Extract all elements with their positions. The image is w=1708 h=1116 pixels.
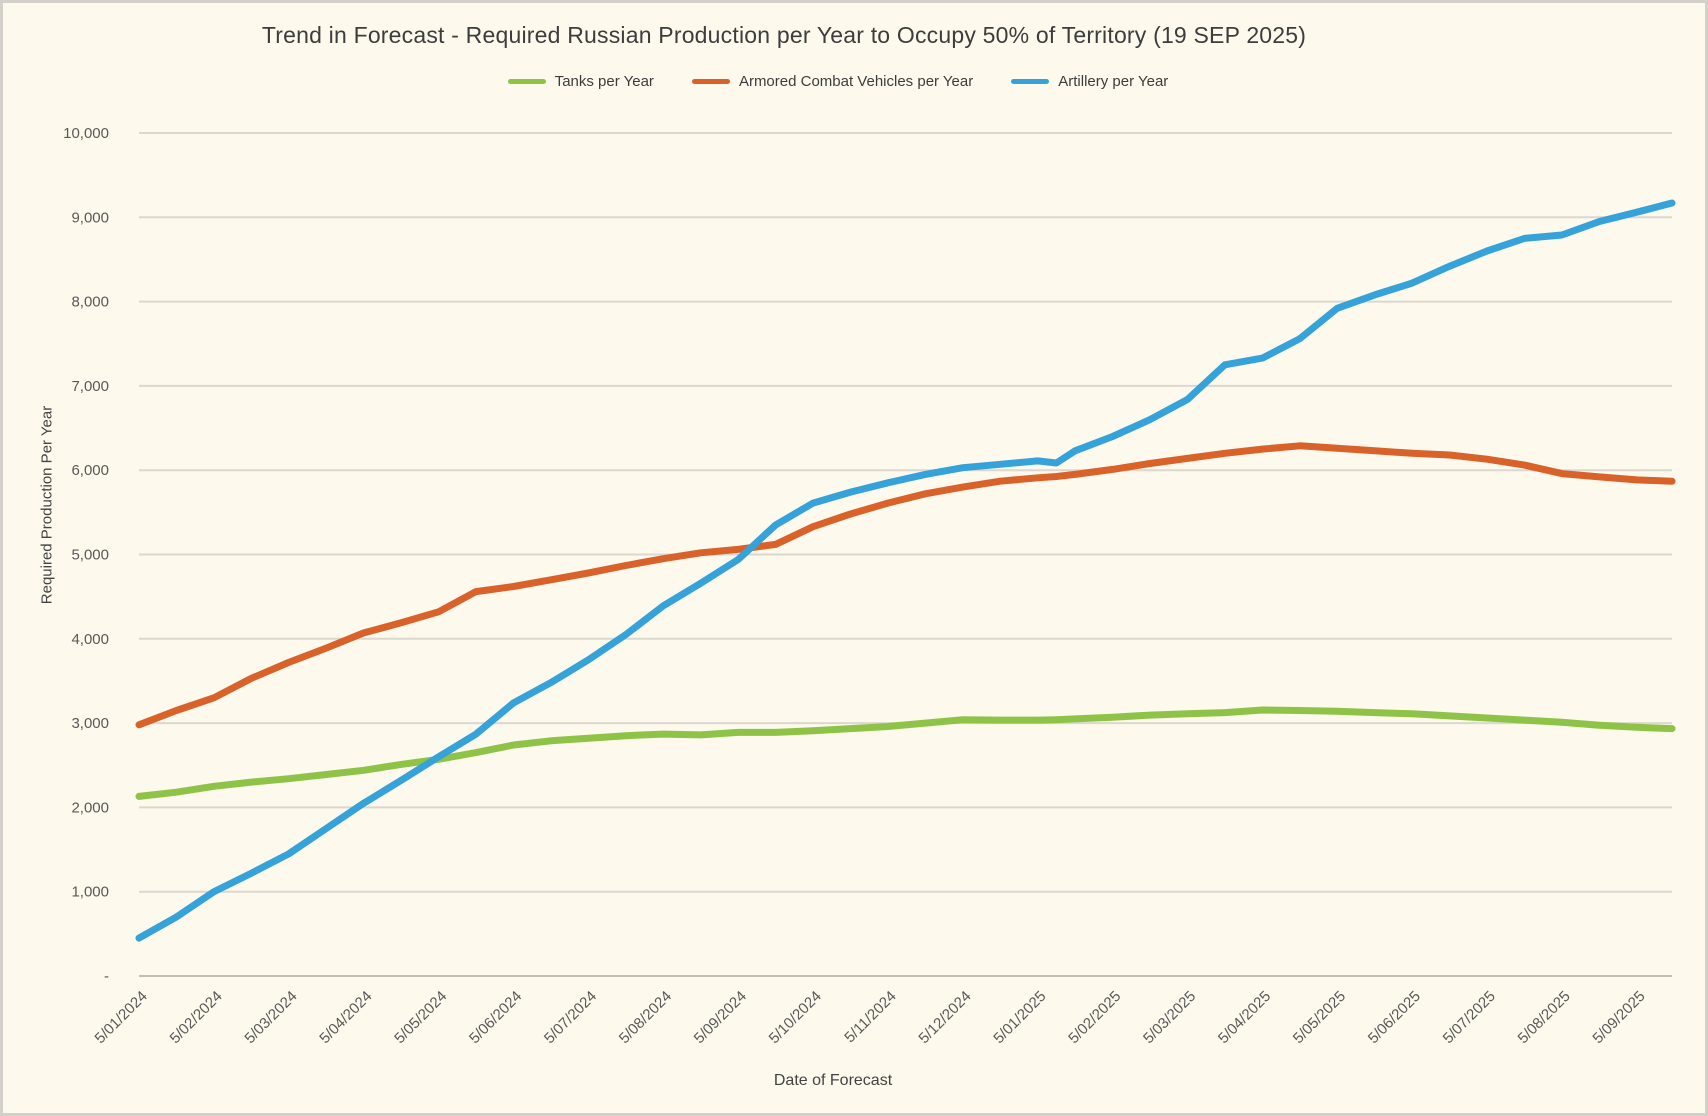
- y-tick-label: 3,000: [71, 715, 109, 732]
- x-tick-label: 5/03/2024: [241, 988, 300, 1047]
- y-tick-label: 7,000: [71, 378, 109, 395]
- x-tick-label: 5/09/2024: [691, 988, 750, 1047]
- x-tick-label: 5/02/2025: [1065, 988, 1124, 1047]
- legend-label-tanks: Tanks per Year: [554, 73, 654, 90]
- x-tick-label: 5/10/2024: [766, 988, 825, 1047]
- x-tick-label: 5/05/2025: [1290, 988, 1349, 1047]
- x-tick-label: 5/05/2024: [391, 988, 450, 1047]
- y-tick-label: 10,000: [63, 125, 109, 142]
- legend-label-acv: Armored Combat Vehicles per Year: [738, 73, 974, 90]
- legend: Tanks per Year Armored Combat Vehicles p…: [3, 73, 1673, 90]
- legend-item-acv: Armored Combat Vehicles per Year: [691, 73, 974, 90]
- y-tick-label: 1,000: [71, 884, 109, 901]
- x-tick-label: 5/03/2025: [1140, 988, 1199, 1047]
- x-tick-label: 5/04/2025: [1215, 988, 1274, 1047]
- x-tick-label: 5/01/2025: [990, 988, 1049, 1047]
- x-tick-label: 5/09/2025: [1589, 988, 1648, 1047]
- page-title: Trend in Forecast - Required Russian Pro…: [261, 22, 1307, 48]
- y-tick-label: 2,000: [71, 799, 109, 816]
- x-tick-label: 5/11/2024: [841, 988, 899, 1046]
- x-tick-label: 5/07/2025: [1440, 988, 1499, 1047]
- x-tick-label: 5/06/2025: [1365, 988, 1424, 1047]
- y-tick-label: 4,000: [71, 631, 109, 648]
- x-tick-label: 5/12/2024: [915, 988, 974, 1047]
- x-tick-label: 5/02/2024: [167, 988, 226, 1047]
- x-tick-label: 5/04/2024: [316, 988, 375, 1047]
- series-line-tanks: [135, 706, 1676, 800]
- legend-item-artillery: Artillery per Year: [1011, 73, 1168, 90]
- y-tick-label: 6,000: [71, 462, 109, 479]
- y-tick-label: 8,000: [71, 294, 109, 311]
- series-line-acv: [135, 442, 1676, 729]
- plot-area: 10,000 9,000 8,000 7,000 6,000 5,000 4,000 3,00…: [63, 125, 1676, 1047]
- x-axis-title: Date of Forecast: [773, 1072, 893, 1089]
- artillery-series-swatch-icon: [1011, 79, 1050, 84]
- x-tick-label: 5/07/2024: [541, 988, 600, 1047]
- tanks-series-swatch-icon: [507, 79, 546, 84]
- x-tick-label: 5/08/2024: [616, 988, 675, 1047]
- y-tick-label: 5,000: [71, 547, 109, 564]
- x-tick-label: 5/06/2024: [466, 988, 525, 1047]
- legend-label-artillery: Artillery per Year: [1058, 73, 1169, 90]
- series-line-artillery: [135, 199, 1676, 942]
- acv-series-swatch-icon: [691, 79, 730, 84]
- legend-item-tanks: Tanks per Year: [507, 73, 654, 90]
- y-tick-label: -: [104, 968, 109, 985]
- x-tick-label: 5/08/2025: [1515, 988, 1574, 1047]
- x-tick-label: 5/01/2024: [92, 988, 151, 1047]
- y-tick-label: 9,000: [71, 209, 109, 226]
